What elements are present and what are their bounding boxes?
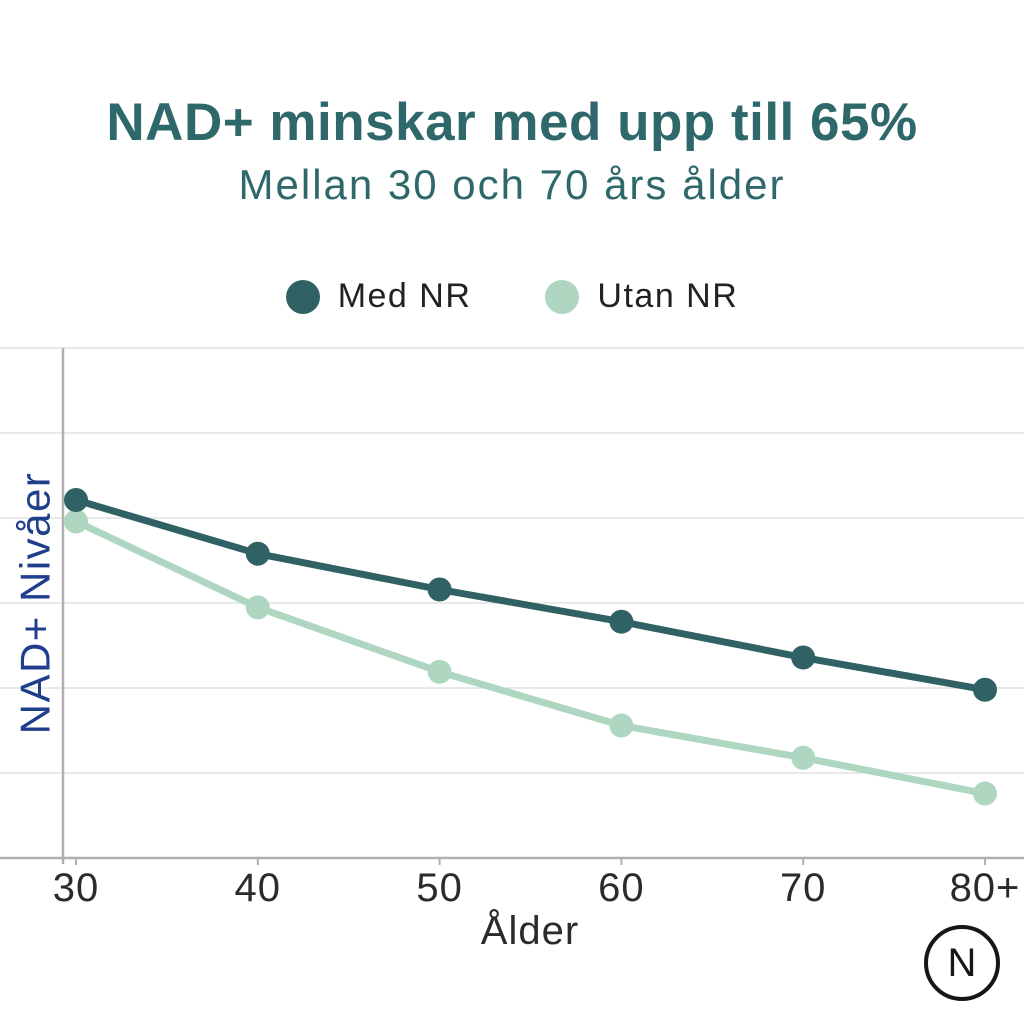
data-point-med-nr [427, 577, 452, 602]
x-tick-label: 50 [416, 866, 463, 910]
logo-letter: N [947, 941, 977, 985]
data-point-med-nr [791, 645, 816, 670]
series-line-med-nr [72, 496, 989, 694]
data-point-med-nr [973, 677, 997, 702]
brand-logo: N [924, 925, 1000, 1001]
data-point-utan-nr [427, 659, 452, 684]
page-title: NAD+ minskar med upp till 65% [106, 93, 918, 152]
series-line-utan-nr [72, 517, 989, 798]
legend-dot-med-nr-icon [285, 279, 320, 314]
data-point-med-nr [64, 488, 88, 512]
data-point-utan-nr [609, 713, 634, 738]
data-point-utan-nr [973, 781, 997, 806]
x-tick-label: 60 [598, 866, 645, 910]
legend-dot-utan-nr-icon [545, 279, 580, 314]
x-tick-label: 70 [780, 866, 827, 910]
legend-item-utan-nr: Utan NR [545, 277, 738, 316]
legend-label-utan-nr: Utan NR [597, 277, 739, 315]
chart-area: 30 40 50 60 70 80+ Ålder NAD+ Nivåer [0, 324, 1024, 1024]
x-axis-title: Ålder [481, 908, 579, 953]
x-tick-label: 80+ [950, 866, 1021, 910]
data-point-utan-nr [791, 745, 816, 770]
data-point-med-nr [245, 541, 270, 566]
legend: Med NR Utan NR [0, 277, 1024, 316]
header: NAD+ minskar med upp till 65% Mellan 30 … [0, 0, 1024, 209]
data-point-utan-nr [245, 595, 270, 620]
x-tick-label: 40 [235, 866, 282, 910]
data-point-utan-nr [64, 509, 88, 534]
legend-label-med-nr: Med NR [337, 277, 472, 315]
y-axis-title: NAD+ Nivåer [12, 472, 59, 735]
data-point-med-nr [609, 609, 634, 634]
line-chart: 30 40 50 60 70 80+ Ålder NAD+ Nivåer [0, 347, 1024, 953]
legend-item-med-nr: Med NR [285, 277, 472, 316]
page-subtitle: Mellan 30 och 70 års ålder [238, 161, 786, 208]
x-tick-label: 30 [53, 866, 100, 910]
